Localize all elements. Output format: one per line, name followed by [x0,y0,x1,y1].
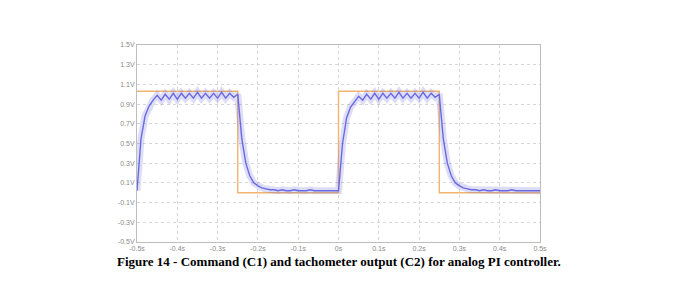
svg-text:1.3V: 1.3V [120,61,135,68]
svg-text:-0.5s: -0.5s [129,245,145,252]
svg-text:0.2s: 0.2s [412,245,426,252]
svg-text:-0.5V: -0.5V [118,238,135,245]
svg-text:0.5V: 0.5V [120,140,135,147]
svg-text:Figure 14 - Command (C1) and t: Figure 14 - Command (C1) and tachometer … [117,254,561,269]
svg-text:-0.3s: -0.3s [210,245,226,252]
svg-text:0.5s: 0.5s [533,245,547,252]
svg-text:0.1s: 0.1s [372,245,386,252]
svg-text:-0.3V: -0.3V [118,219,135,226]
svg-text:0.7V: 0.7V [120,120,135,127]
svg-text:0.3s: 0.3s [453,245,467,252]
svg-text:-0.2s: -0.2s [250,245,266,252]
svg-text:0.4s: 0.4s [493,245,507,252]
svg-text:-0.4s: -0.4s [170,245,186,252]
svg-text:1.1V: 1.1V [120,81,135,88]
svg-text:-0.1V: -0.1V [118,199,135,206]
svg-text:0.9V: 0.9V [120,101,135,108]
svg-text:0s: 0s [335,245,343,252]
svg-text:1.5V: 1.5V [120,41,135,48]
svg-text:0.1V: 0.1V [120,179,135,186]
svg-text:0.3V: 0.3V [120,160,135,167]
svg-text:-0.1s: -0.1s [290,245,306,252]
